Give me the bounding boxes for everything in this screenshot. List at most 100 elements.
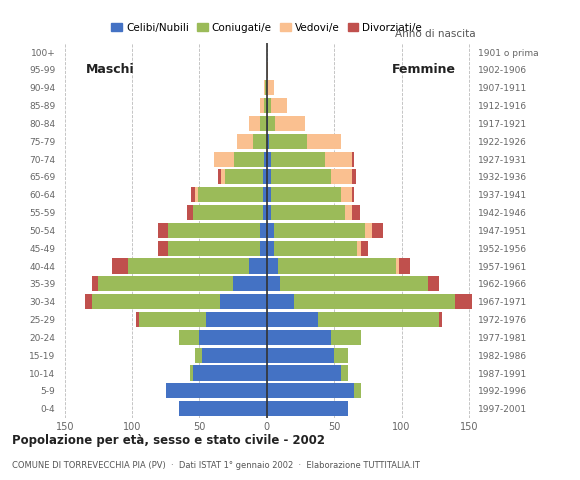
Bar [158, 223, 168, 238]
Bar [271, 152, 325, 167]
Text: Popolazione per età, sesso e stato civile - 2002: Popolazione per età, sesso e stato civil… [12, 434, 325, 447]
Bar [92, 276, 99, 291]
Bar [354, 383, 361, 398]
Bar [275, 116, 304, 131]
Bar [158, 240, 168, 256]
Bar [264, 152, 267, 167]
Bar [225, 169, 263, 184]
Bar [267, 365, 341, 381]
Bar [193, 365, 267, 381]
Bar [220, 294, 267, 309]
Bar [361, 240, 368, 256]
Bar [237, 134, 253, 149]
Bar [396, 258, 399, 274]
Bar [128, 258, 249, 274]
Bar [271, 187, 341, 203]
Bar [274, 223, 365, 238]
Bar [268, 116, 275, 131]
Bar [264, 98, 267, 113]
Bar [267, 401, 347, 416]
Bar [318, 312, 439, 327]
Bar [267, 80, 274, 96]
Bar [260, 223, 267, 238]
Bar [267, 276, 280, 291]
Bar [331, 169, 351, 184]
Bar [187, 205, 193, 220]
Text: COMUNE DI TORREVECCHIA PIA (PV)  ·  Dati ISTAT 1° gennaio 2002  ·  Elaborazione : COMUNE DI TORREVECCHIA PIA (PV) · Dati I… [12, 461, 419, 470]
Bar [271, 169, 331, 184]
Bar [307, 134, 341, 149]
Bar [260, 98, 264, 113]
Bar [191, 187, 195, 203]
Bar [267, 383, 354, 398]
Bar [267, 240, 274, 256]
Bar [264, 80, 266, 96]
Bar [198, 187, 263, 203]
Bar [266, 80, 267, 96]
Bar [351, 152, 354, 167]
Bar [439, 312, 442, 327]
Bar [249, 116, 260, 131]
Bar [267, 294, 293, 309]
Bar [193, 205, 263, 220]
Bar [260, 240, 267, 256]
Bar [195, 187, 198, 203]
Bar [267, 134, 270, 149]
Text: Maschi: Maschi [86, 63, 135, 76]
Bar [233, 276, 267, 291]
Bar [293, 294, 455, 309]
Bar [455, 294, 472, 309]
Bar [92, 294, 220, 309]
Bar [351, 169, 356, 184]
Bar [271, 98, 287, 113]
Bar [112, 258, 128, 274]
Bar [267, 152, 271, 167]
Bar [271, 205, 345, 220]
Bar [267, 116, 268, 131]
Bar [331, 330, 361, 345]
Bar [218, 169, 221, 184]
Bar [325, 152, 351, 167]
Bar [99, 276, 233, 291]
Bar [270, 134, 307, 149]
Bar [166, 383, 267, 398]
Bar [260, 116, 267, 131]
Bar [429, 276, 439, 291]
Bar [345, 205, 351, 220]
Legend: Celibi/Nubili, Coniugati/e, Vedovi/e, Divorziati/e: Celibi/Nubili, Coniugati/e, Vedovi/e, Di… [107, 18, 426, 37]
Bar [280, 276, 429, 291]
Bar [267, 169, 271, 184]
Bar [221, 169, 225, 184]
Bar [195, 348, 202, 363]
Bar [85, 294, 92, 309]
Bar [136, 312, 139, 327]
Bar [263, 205, 267, 220]
Bar [278, 258, 396, 274]
Bar [179, 330, 200, 345]
Bar [267, 312, 318, 327]
Bar [267, 205, 271, 220]
Bar [372, 223, 383, 238]
Bar [168, 223, 260, 238]
Bar [249, 258, 267, 274]
Bar [214, 152, 234, 167]
Bar [179, 401, 267, 416]
Bar [202, 348, 267, 363]
Bar [267, 258, 278, 274]
Bar [334, 348, 347, 363]
Bar [351, 187, 354, 203]
Bar [168, 240, 260, 256]
Bar [200, 330, 267, 345]
Bar [399, 258, 409, 274]
Bar [341, 365, 347, 381]
Text: Anno di nascita: Anno di nascita [395, 29, 476, 39]
Bar [267, 98, 268, 113]
Bar [206, 312, 267, 327]
Bar [365, 223, 372, 238]
Bar [267, 330, 331, 345]
Bar [267, 348, 334, 363]
Bar [234, 152, 264, 167]
Bar [263, 187, 267, 203]
Bar [351, 205, 360, 220]
Text: Femmine: Femmine [392, 63, 455, 76]
